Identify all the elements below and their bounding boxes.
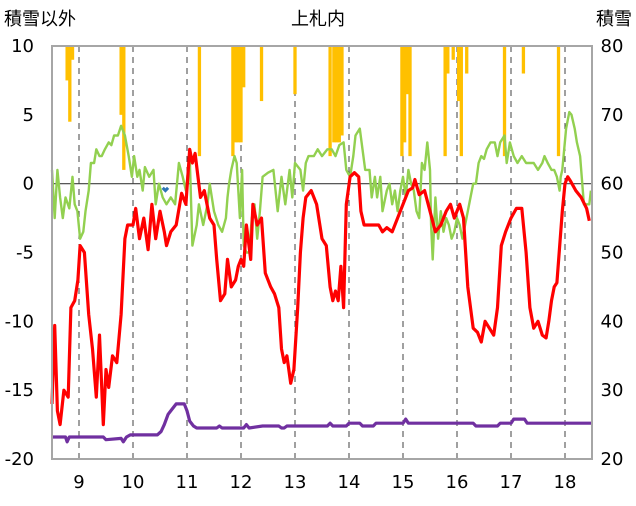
y-left-tick-label: 0 [23,174,34,195]
tick-labels: 9 10 11 12 13 14 15 16 17 181050-5-10-15-20807060… [5,36,624,493]
precip-bar-49 [446,46,450,74]
precip-bar-1 [68,46,72,122]
y-right-tick-label: 40 [601,311,624,332]
precip-bar-31 [293,46,297,95]
precip-bar-35 [337,46,341,143]
precip-bar-53 [456,46,461,102]
precip-bar-17 [197,46,202,157]
precip-bar-22 [239,46,243,143]
precip-bar-8 [119,46,123,115]
precip-bar-46 [405,46,409,95]
precip-bar-29 [259,46,264,102]
series-lines [50,110,593,444]
left-axis-header: 積雪以外 [4,9,76,30]
y-left-tick-label: 10 [11,36,34,57]
precip-bar-44 [400,46,404,157]
precip-bar-21 [236,46,240,143]
x-tick-label: 14 [338,472,361,493]
y-right-tick-label: 80 [601,36,624,57]
precip-bar-47 [408,46,412,157]
right-axis-header: 積雪 [596,9,632,30]
x-tick-label: 16 [446,472,469,493]
y-left-tick-label: -20 [5,449,34,470]
precip-bar-34 [334,46,339,143]
precip-bar-33 [332,46,336,143]
y-left-tick-label: -10 [5,311,34,332]
precip-bar-20 [233,46,238,143]
precip-bar-19 [231,46,235,157]
x-tick-label: 12 [230,472,253,493]
precip-bar-32 [328,46,332,157]
y-right-tick-label: 50 [601,243,624,264]
precip-bar-0 [65,46,69,81]
precip-bar-51 [451,46,455,60]
y-right-tick-label: 20 [601,449,624,470]
precip-bar-9 [122,46,126,170]
x-tick-label: 15 [392,472,415,493]
y-left-tick-label: -15 [5,380,34,401]
x-tick-label: 10 [122,472,145,493]
temperature-line [50,147,591,427]
blue-series-line [161,186,170,193]
precipitation-bars [65,46,561,170]
y-right-tick-label: 30 [601,380,624,401]
x-tick-label: 9 [73,472,84,493]
precip-bar-54 [459,46,463,157]
precip-bar-45 [402,46,407,143]
precip-bar-36 [340,46,344,136]
x-tick-label: 18 [554,472,577,493]
precip-bar-56 [465,46,469,74]
precip-bar-67 [556,46,561,157]
y-right-tick-label: 60 [601,174,624,195]
x-tick-label: 11 [176,472,199,493]
x-tick-label: 17 [500,472,523,493]
chart-title: 上札内 [291,9,345,30]
precip-bar-59 [502,46,507,157]
y-left-tick-label: -5 [16,243,34,264]
plot-frame [51,45,593,460]
precip-bar-48 [443,46,447,157]
green-series-line [50,110,593,261]
y-right-tick-label: 70 [601,105,624,126]
snow-depth-line [52,402,592,444]
precip-bar-2 [70,46,75,60]
y-left-tick-label: 5 [23,105,34,126]
x-tick-label: 13 [284,472,307,493]
precip-bar-66 [521,46,526,74]
precip-bar-23 [242,46,246,88]
